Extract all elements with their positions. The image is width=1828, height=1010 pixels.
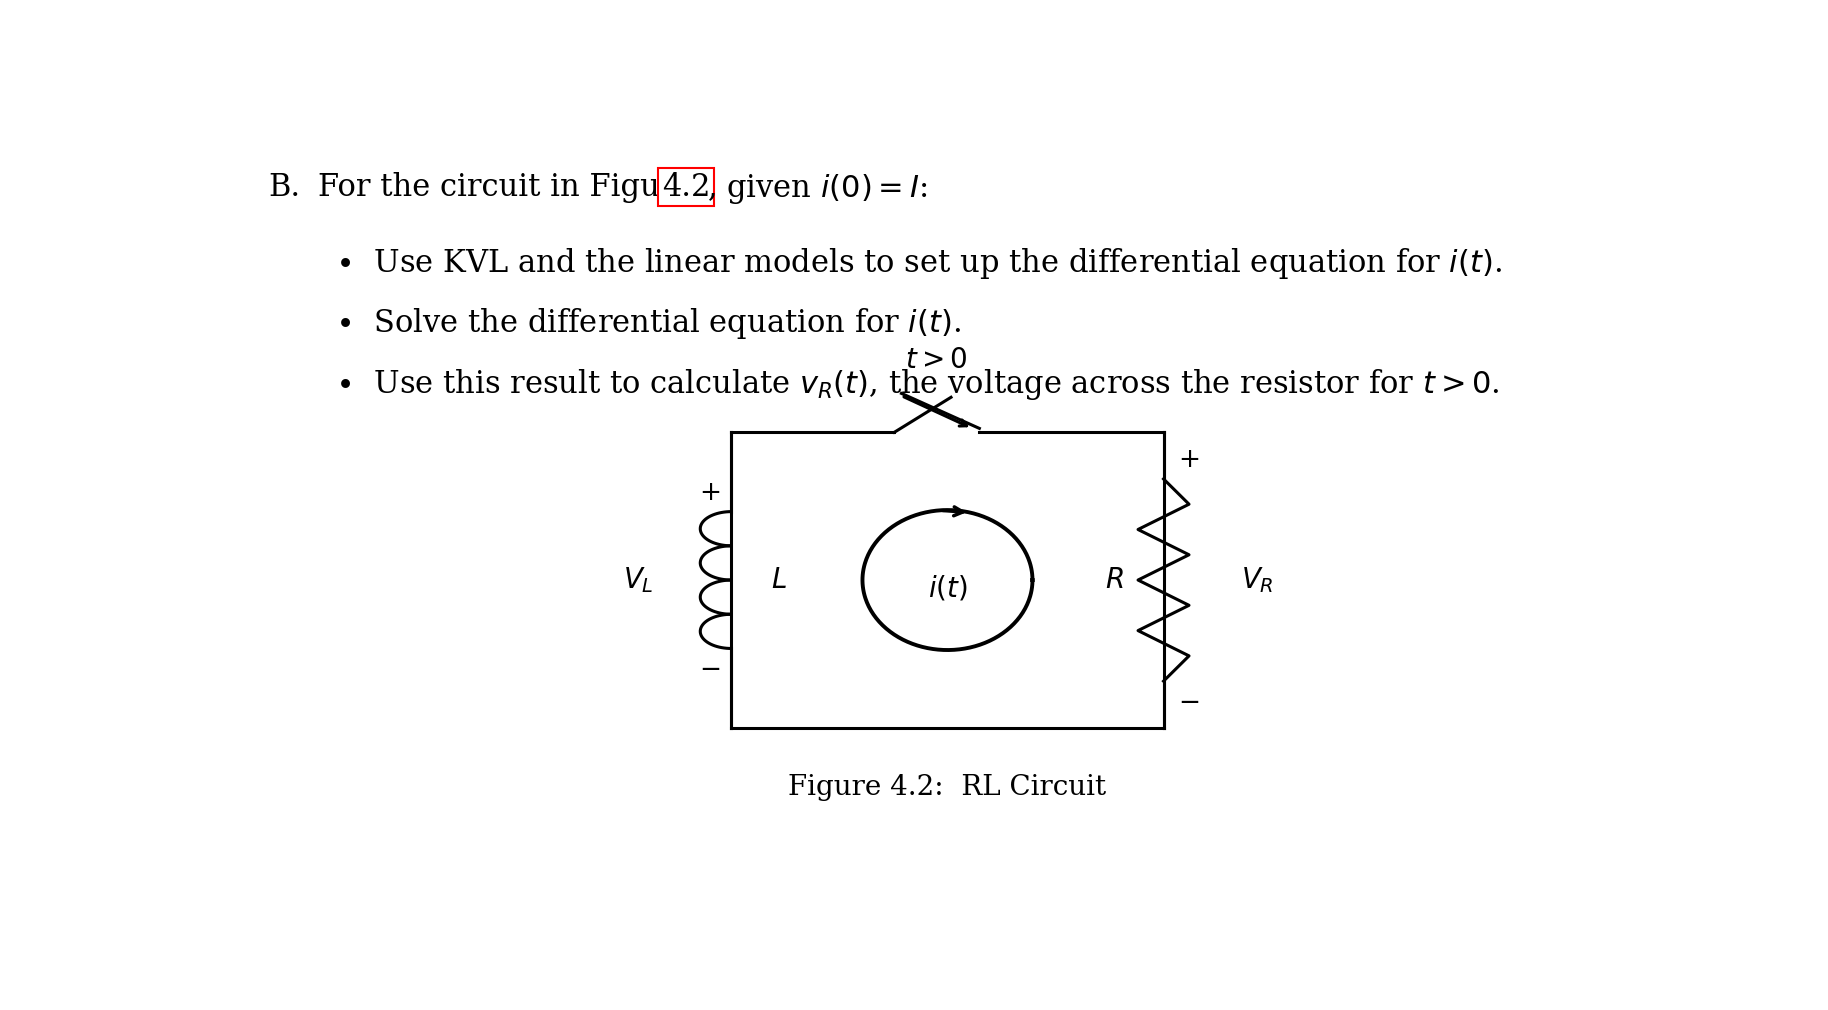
Text: $\bullet$  Use KVL and the linear models to set up the differential equation for: $\bullet$ Use KVL and the linear models … <box>335 245 1503 281</box>
Text: 4.2: 4.2 <box>662 172 711 203</box>
Text: $-$: $-$ <box>1177 688 1199 713</box>
Text: $L$: $L$ <box>771 567 786 594</box>
Text: $R$: $R$ <box>1106 567 1124 594</box>
Text: $t > 0$: $t > 0$ <box>905 347 969 374</box>
Text: Figure 4.2:  RL Circuit: Figure 4.2: RL Circuit <box>788 775 1106 802</box>
Text: $-$: $-$ <box>698 655 720 681</box>
Text: $V_R$: $V_R$ <box>1241 566 1274 595</box>
Text: $V_L$: $V_L$ <box>623 566 654 595</box>
Text: $+$: $+$ <box>698 480 720 505</box>
Text: $\bullet$  Solve the differential equation for $i(t)$.: $\bullet$ Solve the differential equatio… <box>335 306 962 341</box>
Text: $\bullet$  Use this result to calculate $v_R(t)$, the voltage across the resisto: $\bullet$ Use this result to calculate $… <box>335 367 1499 402</box>
Text: For the circuit in Figure: For the circuit in Figure <box>318 172 693 203</box>
Text: B.: B. <box>269 172 300 203</box>
Text: , given $i(0) = I$:: , given $i(0) = I$: <box>707 172 929 206</box>
Text: $i(t)$: $i(t)$ <box>927 574 967 602</box>
Text: $+$: $+$ <box>1177 447 1199 472</box>
